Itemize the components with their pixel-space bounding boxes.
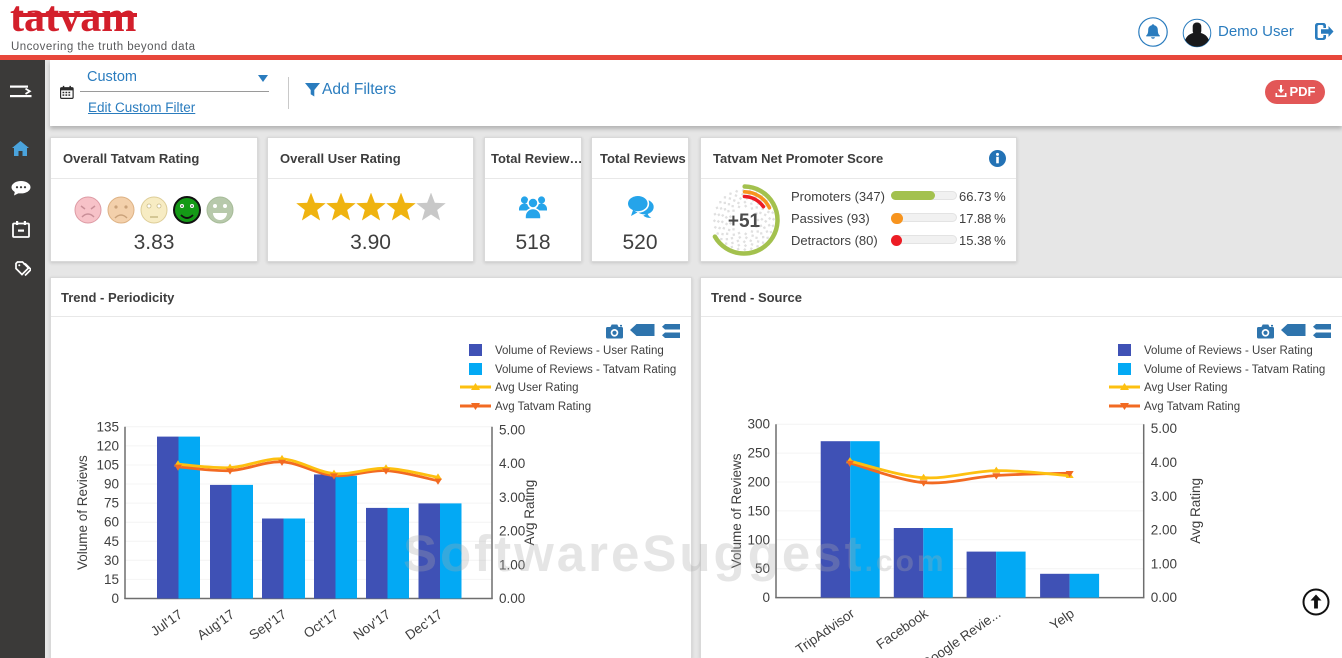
svg-text:Avg User Rating: Avg User Rating (1144, 382, 1228, 394)
svg-text:Facebook: Facebook (874, 606, 931, 652)
svg-text:3.00: 3.00 (499, 490, 525, 505)
svg-text:5.00: 5.00 (1151, 421, 1177, 436)
svg-text:105: 105 (96, 458, 119, 473)
svg-text:150: 150 (747, 503, 770, 518)
svg-text:0: 0 (111, 591, 119, 606)
svg-text:Volume of Reviews: Volume of Reviews (729, 453, 744, 568)
svg-text:Avg Rating: Avg Rating (1188, 478, 1203, 544)
svg-text:15: 15 (104, 572, 119, 587)
svg-text:60: 60 (104, 515, 119, 530)
svg-text:4.00: 4.00 (1151, 455, 1177, 470)
svg-text:3.00: 3.00 (1151, 489, 1177, 504)
svg-text:100: 100 (747, 532, 770, 547)
svg-text:TripAdvisor: TripAdvisor (793, 605, 858, 656)
svg-text:50: 50 (755, 561, 770, 576)
svg-text:Avg User Rating: Avg User Rating (495, 382, 579, 394)
svg-text:135: 135 (96, 419, 119, 434)
svg-text:Avg Tatvam Rating: Avg Tatvam Rating (495, 401, 591, 413)
svg-text:Google Revie...: Google Revie... (919, 606, 1004, 658)
svg-text:Volume of Reviews: Volume of Reviews (75, 455, 90, 570)
svg-text:Aug'17: Aug'17 (194, 607, 237, 643)
svg-text:Yelp: Yelp (1047, 606, 1077, 633)
svg-text:+51: +51 (728, 211, 761, 232)
svg-text:90: 90 (104, 477, 119, 492)
svg-text:0.00: 0.00 (1151, 590, 1177, 605)
svg-text:4.00: 4.00 (499, 456, 525, 471)
svg-text:30: 30 (104, 553, 119, 568)
svg-text:2.00: 2.00 (499, 524, 525, 539)
svg-text:Jul'17: Jul'17 (148, 607, 185, 639)
svg-text:45: 45 (104, 534, 119, 549)
svg-text:Volume of Reviews - Tatvam Rat: Volume of Reviews - Tatvam Rating (495, 364, 676, 376)
svg-text:300: 300 (747, 417, 770, 432)
svg-text:Nov'17: Nov'17 (350, 607, 393, 643)
svg-text:Volume of Reviews - Tatvam Rat: Volume of Reviews - Tatvam Rating (1144, 364, 1325, 376)
svg-text:5.00: 5.00 (499, 423, 525, 438)
svg-text:0: 0 (762, 590, 770, 605)
svg-text:1.00: 1.00 (499, 557, 525, 572)
svg-text:75: 75 (104, 496, 119, 511)
svg-text:Avg Tatvam Rating: Avg Tatvam Rating (1144, 401, 1240, 413)
svg-text:200: 200 (747, 475, 770, 490)
svg-text:Volume of Reviews - User Ratin: Volume of Reviews - User Rating (495, 345, 664, 357)
svg-text:1.00: 1.00 (1151, 556, 1177, 571)
svg-text:120: 120 (96, 438, 119, 453)
svg-text:Oct'17: Oct'17 (301, 607, 341, 641)
svg-text:250: 250 (747, 446, 770, 461)
svg-text:0.00: 0.00 (499, 591, 525, 606)
svg-text:Avg Rating: Avg Rating (522, 480, 537, 546)
svg-text:Volume of Reviews - User Ratin: Volume of Reviews - User Rating (1144, 345, 1313, 357)
svg-text:2.00: 2.00 (1151, 523, 1177, 538)
svg-text:Sep'17: Sep'17 (246, 607, 289, 643)
svg-text:Dec'17: Dec'17 (402, 607, 445, 643)
